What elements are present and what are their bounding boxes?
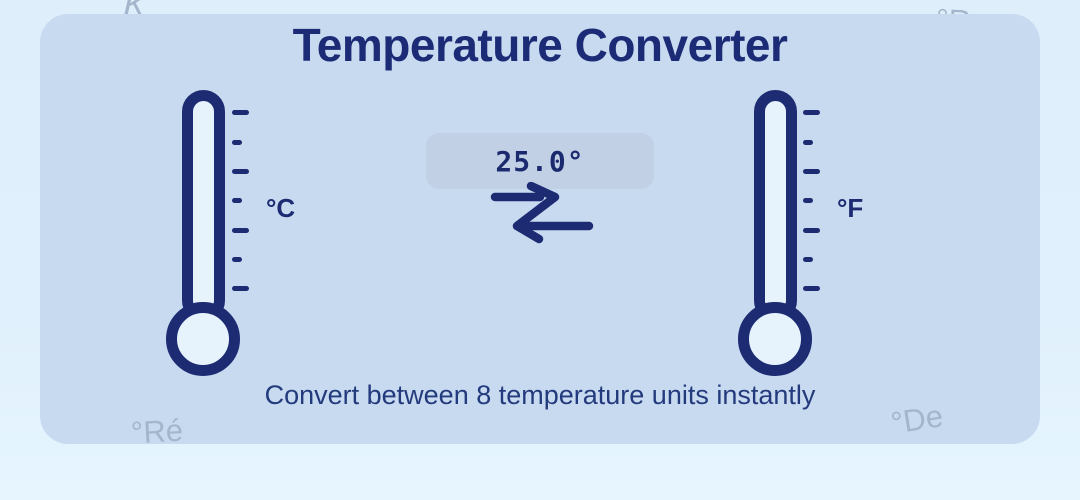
page-title: Temperature Converter	[292, 19, 788, 71]
tick-mark	[803, 228, 820, 233]
tick-mark	[232, 169, 249, 174]
tick-mark	[803, 257, 813, 262]
tick-mark	[232, 198, 242, 203]
tick-mark	[803, 198, 813, 203]
swap-arrows-icon[interactable]	[489, 182, 595, 244]
tick-mark	[232, 286, 249, 291]
thermometer-tube	[754, 90, 797, 322]
tick-mark	[803, 110, 820, 115]
tick-mark	[232, 110, 249, 115]
thermometer-bulb	[738, 302, 812, 376]
tick-mark	[232, 228, 249, 233]
fahrenheit-unit-label: °F	[837, 193, 864, 223]
thermometer-bulb	[166, 302, 240, 376]
tick-mark	[803, 286, 820, 291]
tagline: Convert between 8 temperature units inst…	[264, 380, 816, 410]
tick-mark	[803, 169, 820, 174]
tick-mark	[232, 257, 242, 262]
celsius-unit-label: °C	[266, 193, 296, 223]
thermometer-tube	[182, 90, 225, 322]
tick-mark	[232, 140, 242, 145]
temperature-value-display[interactable]: 25.0°	[426, 133, 654, 189]
tick-mark	[803, 140, 813, 145]
watermark-reaumur-unit: °Ré	[130, 412, 184, 451]
